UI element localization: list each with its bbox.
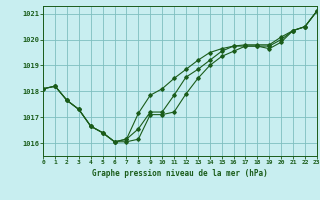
X-axis label: Graphe pression niveau de la mer (hPa): Graphe pression niveau de la mer (hPa)	[92, 169, 268, 178]
